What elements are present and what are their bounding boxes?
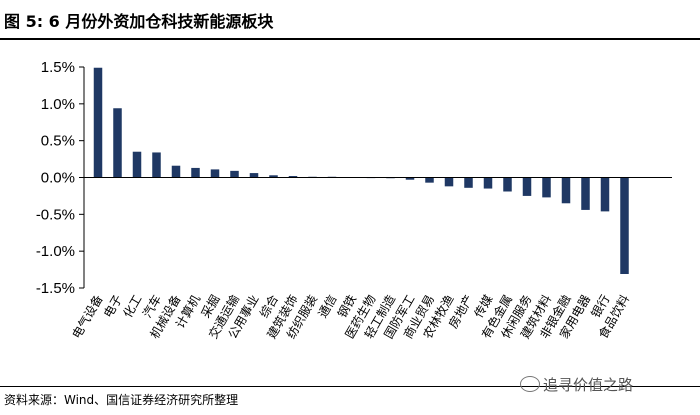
bar [542, 177, 551, 198]
bar [132, 151, 142, 178]
x-category-label: 电子 [101, 293, 125, 321]
y-tick-label: 0.0% [41, 170, 75, 187]
source-note: 资料来源：Wind、国信证券经济研究所整理 [4, 393, 239, 407]
bar [171, 165, 181, 178]
bar [210, 169, 220, 178]
bar [230, 170, 239, 178]
bar [503, 177, 512, 192]
figure-title: 图 5: 6 月份外资加仓科技新能源板块 [4, 12, 274, 31]
bar [561, 177, 571, 204]
y-tick-label: 0.5% [41, 133, 75, 150]
y-tick-label: -1.0% [36, 243, 75, 260]
bar [522, 177, 532, 196]
bar [444, 177, 454, 187]
bar [152, 152, 161, 178]
footer-rule [0, 386, 700, 387]
bar [464, 177, 473, 188]
x-category-label: 电气设备 [69, 292, 106, 341]
bar [269, 175, 278, 178]
watermark-text: 追寻价值之路 [543, 376, 634, 394]
bar [405, 177, 415, 180]
bar [581, 177, 590, 210]
bar [249, 173, 259, 178]
x-category-label: 化工 [120, 293, 144, 321]
bar [620, 177, 629, 275]
y-tick-label: -0.5% [36, 206, 75, 223]
bar [483, 177, 493, 189]
bar [288, 176, 298, 178]
y-tick-label: 1.5% [41, 59, 75, 76]
bar [600, 177, 610, 212]
x-category-label: 通信 [315, 293, 339, 321]
title-rule [0, 38, 700, 40]
watermark: 追寻价值之路 [520, 374, 633, 395]
bar [425, 177, 434, 183]
y-tick-label: -1.5% [36, 280, 75, 297]
bar [191, 167, 200, 178]
bar [113, 108, 122, 178]
wechat-icon [520, 376, 540, 392]
bar [93, 67, 103, 178]
bar-chart: 1.5% 1.0% 0.5% 0.0% -0.5% -1.0% -1.5% 电气设备电子化工… [36, 59, 672, 341]
y-tick-label: 1.0% [41, 96, 75, 113]
